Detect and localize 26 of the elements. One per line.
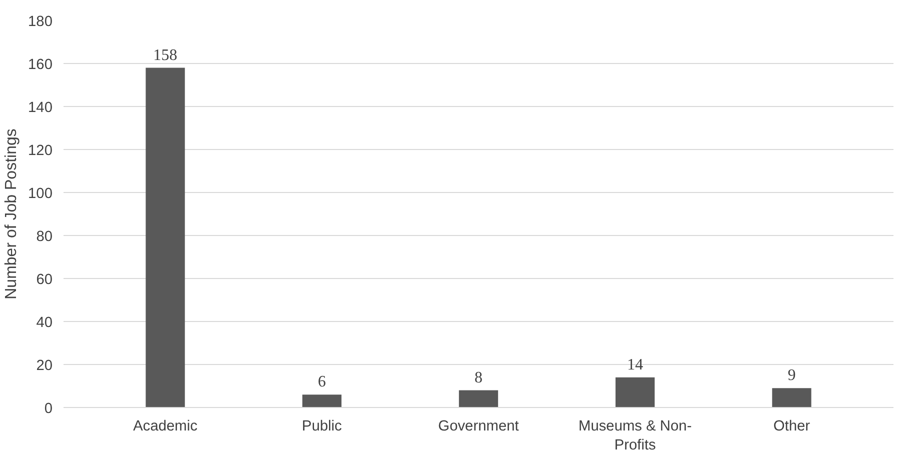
y-tick-label: 120: [28, 143, 53, 159]
data-label: 6: [318, 374, 326, 391]
data-label: 8: [474, 369, 482, 386]
y-tick-label: 20: [36, 358, 53, 374]
bar: [772, 388, 812, 408]
x-tick-label: Academic: [133, 418, 198, 434]
y-tick-label: 160: [28, 57, 53, 73]
bar: [302, 394, 342, 408]
x-tick-label: Public: [302, 418, 342, 434]
y-tick-label: 140: [28, 100, 53, 116]
y-tick-label: 40: [36, 315, 53, 331]
x-tick-label: Government: [438, 418, 519, 434]
y-tick-label: 60: [36, 272, 53, 288]
x-tick-label: Museums & Non-Profits: [578, 418, 692, 454]
y-tick-label: 0: [44, 401, 53, 417]
y-axis-title: Number of Job Postings: [3, 128, 20, 300]
bar: [616, 377, 655, 408]
data-label: 158: [153, 46, 178, 64]
bar: [146, 68, 185, 408]
bar: [458, 390, 498, 408]
y-tick-label: 100: [28, 186, 53, 202]
y-tick-label: 80: [36, 229, 53, 245]
data-label: 9: [788, 367, 796, 384]
y-tick-label: 180: [28, 14, 53, 30]
data-label: 14: [627, 356, 644, 374]
x-tick-label: Other: [773, 418, 810, 434]
